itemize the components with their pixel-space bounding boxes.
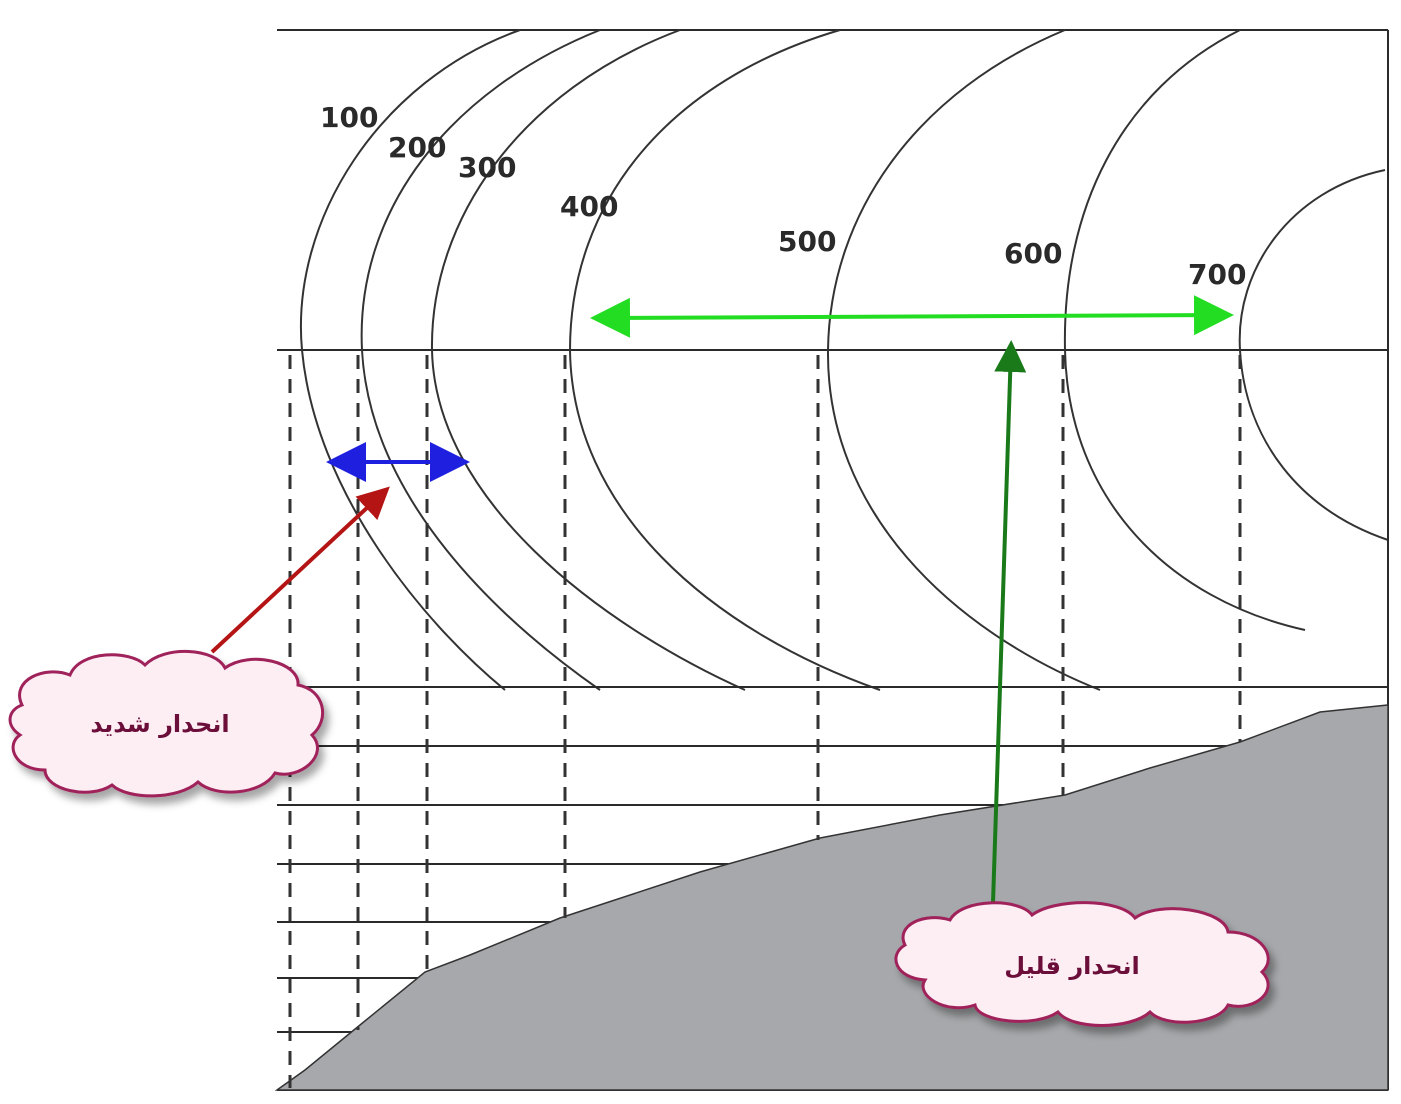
terrain-profile xyxy=(274,704,1389,1091)
steep-slope-annotation: انحدار شديد xyxy=(8,442,470,798)
contour-line-400 xyxy=(568,29,881,691)
contour-label-700: 700 xyxy=(1188,258,1246,291)
contour-label-300: 300 xyxy=(458,151,516,184)
contour-line-600 xyxy=(1063,29,1306,631)
contour-line-200 xyxy=(360,29,601,691)
contour-label-500: 500 xyxy=(778,225,836,258)
steep-pointer-arrow xyxy=(210,486,390,654)
contour-map xyxy=(277,29,1389,691)
contour-label-100: 100 xyxy=(320,101,378,134)
contour-label-200: 200 xyxy=(388,131,446,164)
steep-slope-label: انحدار شديد xyxy=(90,710,229,738)
contour-label-400: 400 xyxy=(560,190,618,223)
gentle-slope-annotation: انحدار قليل xyxy=(590,295,1270,1027)
contour-line-100 xyxy=(299,29,521,691)
steep-slope-cloud xyxy=(8,649,325,798)
gentle-slope-label: انحدار قليل xyxy=(1004,952,1140,980)
contour-line-700 xyxy=(1238,169,1389,541)
gentle-pointer-arrow xyxy=(991,340,1027,904)
contour-line-500 xyxy=(826,29,1101,691)
gentle-slope-cloud xyxy=(894,901,1270,1027)
contour-labels: 100 200 300 400 500 600 700 xyxy=(320,101,1246,291)
contour-label-600: 600 xyxy=(1004,237,1062,270)
contour-line-300 xyxy=(430,29,746,691)
gentle-spacing-arrow xyxy=(590,295,1234,338)
